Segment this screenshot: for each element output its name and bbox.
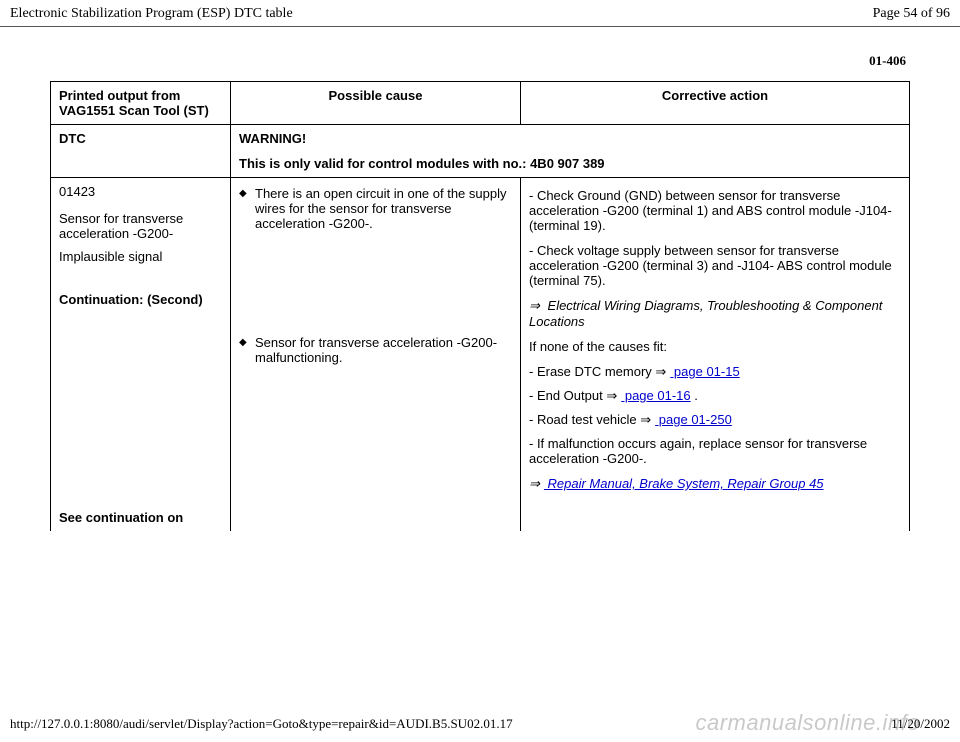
signal-label: Implausible signal (59, 249, 222, 264)
subhead-warning-cell: WARNING! This is only valid for control … (231, 125, 910, 178)
action-text: - Check voltage supply between sensor fo… (529, 243, 901, 288)
col-header-printed-output: Printed output from VAG1551 Scan Tool (S… (51, 82, 231, 125)
repair-manual-link[interactable]: Repair Manual, Brake System, Repair Grou… (544, 476, 824, 491)
footer-date: 11/20/2002 (891, 716, 950, 732)
action-text: - Check Ground (GND) between sensor for … (529, 188, 901, 233)
see-continuation-cell: See continuation on (51, 321, 231, 531)
see-continuation-label: See continuation on (59, 510, 222, 525)
table-subheader-row: DTC WARNING! This is only valid for cont… (51, 125, 910, 178)
action-link-line: - End Output page 01-16 . (529, 388, 901, 404)
subhead-dtc: DTC (51, 125, 231, 178)
page-link[interactable]: page 01-15 (670, 364, 739, 379)
table-dtc-row: 01423 There is an open circuit in one of… (51, 178, 910, 206)
page-link[interactable]: page 01-250 (655, 412, 732, 427)
continuation-label: Continuation: (Second) (59, 292, 222, 307)
action-ref: Repair Manual, Brake System, Repair Grou… (529, 476, 901, 492)
action-link-line: - Erase DTC memory page 01-15 (529, 364, 901, 380)
page-code: 01-406 (50, 53, 910, 69)
sensor-label: Sensor for transverse acceleration -G200… (59, 211, 222, 241)
footer-url: http://127.0.0.1:8080/audi/servlet/Displ… (10, 716, 513, 732)
action-prefix: - Erase DTC memory (529, 364, 655, 379)
page-body: 01-406 Printed output from VAG1551 Scan … (0, 27, 960, 531)
action-prefix: - Road test vehicle (529, 412, 640, 427)
cause-item: Sensor for transverse acceleration -G200… (239, 335, 512, 365)
col-header-corrective-action: Corrective action (521, 82, 910, 125)
warning-text: This is only valid for control modules w… (239, 156, 901, 171)
cause-item: There is an open circuit in one of the s… (239, 186, 512, 231)
action-ref-text: Electrical Wiring Diagrams, Troubleshoot… (529, 298, 882, 329)
page-link[interactable]: page 01-16 (621, 388, 690, 403)
header-title: Electronic Stabilization Program (ESP) D… (10, 6, 293, 22)
possible-cause-cell: There is an open circuit in one of the s… (231, 178, 521, 532)
action-link-line: - Road test vehicle page 01-250 (529, 412, 901, 428)
table-header-row: Printed output from VAG1551 Scan Tool (S… (51, 82, 910, 125)
action-prefix: - End Output (529, 388, 606, 403)
header-page-indicator: Page 54 of 96 (873, 6, 950, 22)
warning-label: WARNING! (239, 131, 901, 146)
col-header-possible-cause: Possible cause (231, 82, 521, 125)
dtc-table: Printed output from VAG1551 Scan Tool (S… (50, 81, 910, 531)
action-text: - If malfunction occurs again, replace s… (529, 436, 901, 466)
left-desc-cell: Sensor for transverse acceleration -G200… (51, 205, 231, 321)
action-text: If none of the causes fit: (529, 339, 901, 354)
action-suffix: . (691, 388, 698, 403)
corrective-action-cell: - Check Ground (GND) between sensor for … (521, 178, 910, 532)
page-header: Electronic Stabilization Program (ESP) D… (0, 0, 960, 27)
dtc-code: 01423 (51, 178, 231, 206)
action-ref: Electrical Wiring Diagrams, Troubleshoot… (529, 298, 901, 329)
page-footer: http://127.0.0.1:8080/audi/servlet/Displ… (0, 716, 960, 732)
